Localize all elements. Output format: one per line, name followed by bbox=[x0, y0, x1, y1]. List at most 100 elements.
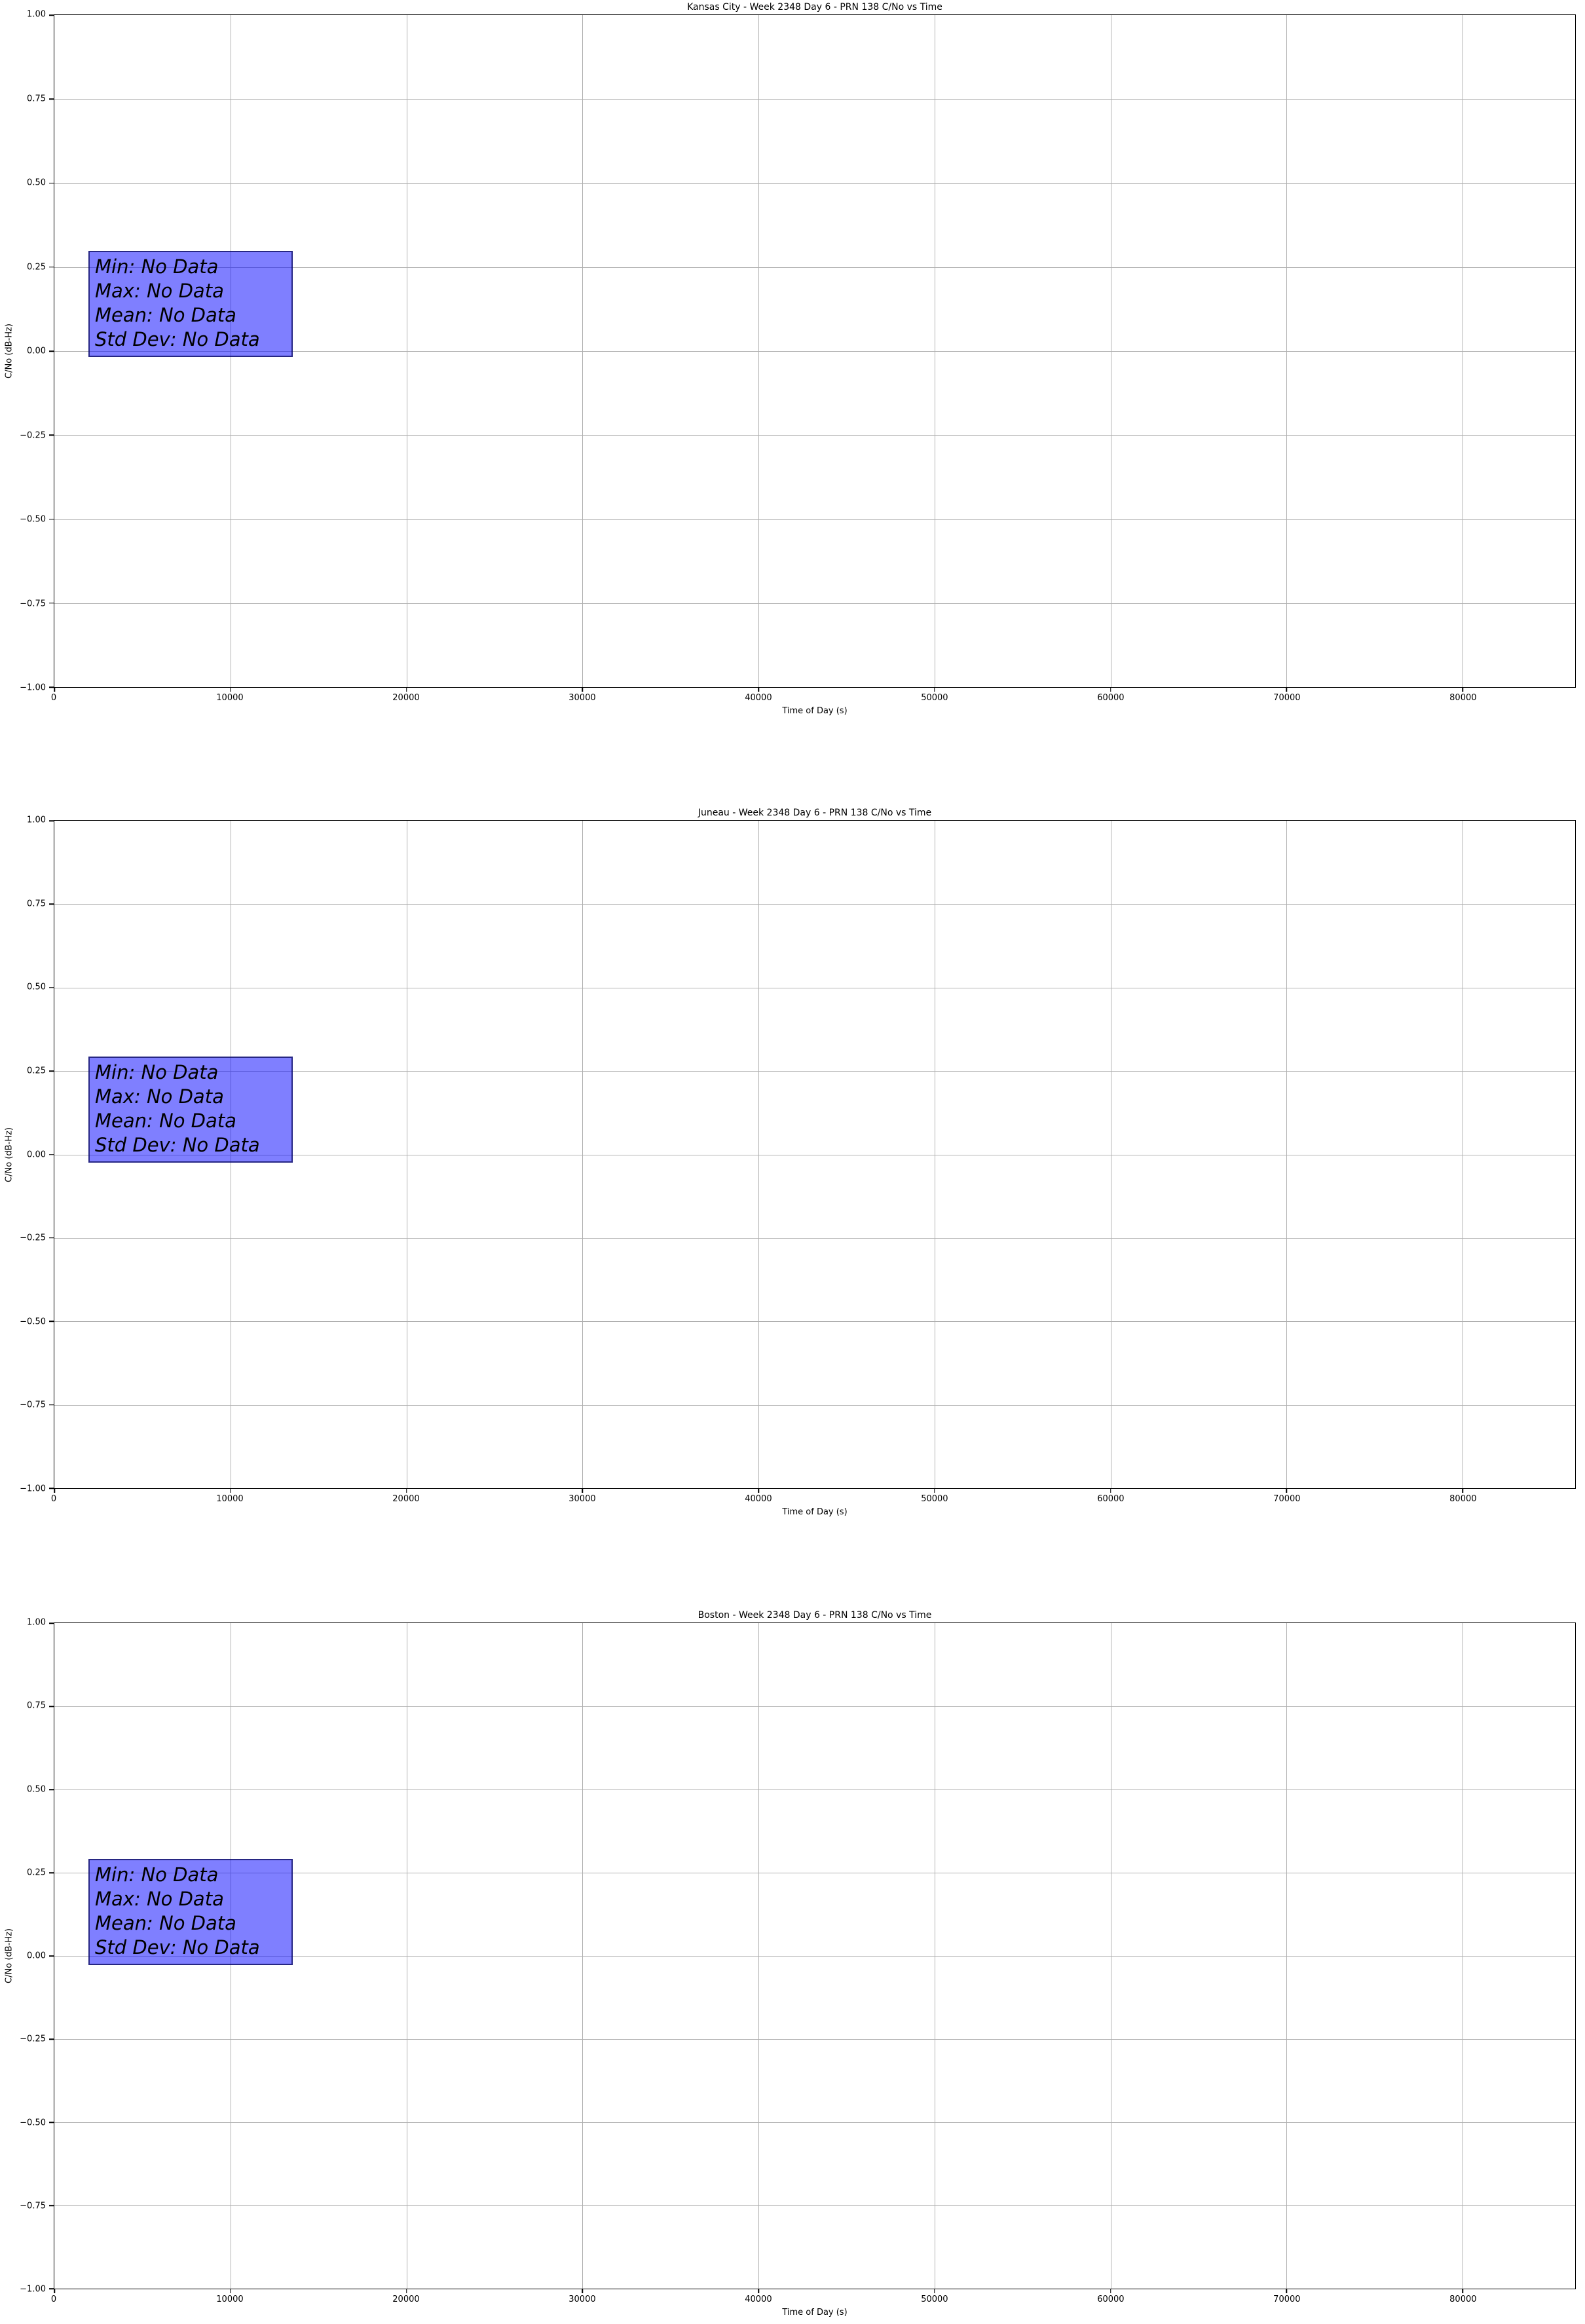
x-tick-label: 50000 bbox=[921, 1494, 948, 1504]
y-tick-label: 0.00 bbox=[27, 1951, 46, 1961]
y-tick-mark bbox=[48, 14, 54, 16]
y-tick-label: −0.50 bbox=[20, 514, 46, 525]
x-axis-tick-labels: 0 10000 20000 30000 40000 50000 60000 70000 8000… bbox=[50, 1494, 1576, 1506]
x-tick-mark bbox=[934, 2289, 935, 2293]
x-tick-label: 30000 bbox=[569, 2295, 596, 2304]
x-tick-label: 40000 bbox=[745, 693, 772, 703]
y-tick-mark bbox=[48, 182, 54, 184]
y-tick-mark bbox=[48, 603, 54, 604]
y-tick-mark bbox=[48, 1488, 54, 1489]
x-tick-mark bbox=[405, 2289, 407, 2293]
x-tick-mark bbox=[405, 1488, 407, 1493]
x-tick-mark bbox=[230, 2289, 231, 2293]
y-tick-mark bbox=[48, 267, 54, 268]
x-tick-mark bbox=[1286, 687, 1287, 692]
y-gridline bbox=[54, 1237, 1575, 1239]
y-gridline bbox=[54, 519, 1575, 520]
x-tick-mark bbox=[230, 1488, 231, 1493]
x-tick-label: 0 bbox=[50, 693, 57, 703]
y-tick-label: −0.25 bbox=[20, 2034, 46, 2044]
y-tick-label: 0.75 bbox=[27, 94, 46, 103]
y-tick-mark bbox=[48, 2122, 54, 2123]
x-gridline bbox=[1286, 1623, 1288, 2289]
annotation-line-mean: Mean: No Data bbox=[95, 304, 236, 326]
y-tick-mark bbox=[48, 2038, 54, 2040]
y-tick-mark bbox=[48, 1955, 54, 1957]
x-tick-mark bbox=[1110, 1488, 1111, 1493]
x-tick-mark bbox=[758, 1488, 759, 1493]
x-gridline bbox=[582, 821, 584, 1488]
x-tick-label: 70000 bbox=[1273, 2295, 1301, 2304]
y-tick-label: −0.75 bbox=[20, 599, 46, 609]
plot-area: Min: No Data Max: No Data Mean: No Data … bbox=[48, 14, 1576, 692]
y-tick-mark bbox=[48, 2288, 54, 2289]
x-tick-label: 20000 bbox=[392, 1494, 420, 1504]
x-tick-label: 0 bbox=[50, 1494, 57, 1504]
y-tick-label: 1.00 bbox=[27, 815, 46, 825]
x-gridline bbox=[758, 15, 759, 687]
x-tick-mark bbox=[230, 687, 231, 692]
x-gridline bbox=[582, 15, 584, 687]
x-tick-label: 30000 bbox=[569, 1494, 596, 1504]
y-tick-label: −0.50 bbox=[20, 1317, 46, 1327]
y-tick-label: 0.75 bbox=[27, 1700, 46, 1711]
plot-area: Min: No Data Max: No Data Mean: No Data … bbox=[48, 820, 1576, 1493]
x-tick-mark bbox=[1462, 2289, 1463, 2293]
x-tick-mark bbox=[1286, 1488, 1287, 1493]
y-tick-label: 0.25 bbox=[27, 1867, 46, 1878]
y-axis-label-wrap: C/No (dB-Hz) bbox=[0, 820, 20, 1489]
annotation-line-min: Min: No Data bbox=[95, 255, 219, 278]
x-tick-mark bbox=[1110, 2289, 1111, 2293]
y-tick-mark bbox=[48, 434, 54, 436]
x-tick-label: 70000 bbox=[1273, 693, 1301, 703]
annotation-line-mean: Mean: No Data bbox=[95, 1912, 236, 1934]
x-tick-label: 10000 bbox=[216, 693, 244, 703]
y-gridline bbox=[54, 435, 1575, 436]
x-tick-label: 40000 bbox=[745, 1494, 772, 1504]
x-tick-label: 50000 bbox=[921, 2295, 948, 2304]
x-tick-mark bbox=[1110, 687, 1111, 692]
y-gridline bbox=[54, 1071, 1575, 1072]
plot-area: Min: No Data Max: No Data Mean: No Data … bbox=[48, 1622, 1576, 2293]
y-tick-label: −0.25 bbox=[20, 1233, 46, 1243]
y-axis-label-wrap: C/No (dB-Hz) bbox=[0, 1622, 20, 2289]
y-tick-label: 0.50 bbox=[27, 1784, 46, 1794]
annotation-line-max: Max: No Data bbox=[95, 1085, 224, 1108]
x-tick-label: 60000 bbox=[1097, 2295, 1125, 2304]
y-tick-label: −0.25 bbox=[20, 430, 46, 440]
y-gridline bbox=[54, 2122, 1575, 2123]
x-axis-label: Time of Day (s) bbox=[782, 2308, 848, 2317]
x-tick-label: 60000 bbox=[1097, 693, 1125, 703]
annotation-line-stddev: Std Dev: No Data bbox=[95, 1134, 260, 1156]
y-axis-label: C/No (dB-Hz) bbox=[4, 1928, 14, 1983]
x-tick-label: 30000 bbox=[569, 693, 596, 703]
chart-title: Kansas City - Week 2348 Day 6 - PRN 138 … bbox=[687, 2, 942, 12]
y-tick-mark bbox=[48, 686, 54, 688]
annotation-line-stddev: Std Dev: No Data bbox=[95, 328, 260, 350]
stats-annotation-box: Min: No Data Max: No Data Mean: No Data … bbox=[88, 251, 293, 357]
y-tick-mark bbox=[48, 987, 54, 988]
y-tick-mark bbox=[48, 518, 54, 520]
y-tick-mark bbox=[48, 1789, 54, 1790]
x-tick-label: 10000 bbox=[216, 2295, 244, 2304]
y-axis-tick-labels: 1.00 0.75 0.50 0.25 0.00 −0.25 −0.50 −0.75 −1.00 bbox=[0, 1618, 46, 2295]
x-gridline bbox=[758, 1623, 759, 2289]
y-tick-label: −1.00 bbox=[20, 683, 46, 693]
x-tick-label: 80000 bbox=[1449, 2295, 1477, 2304]
y-tick-label: 0.50 bbox=[27, 178, 46, 188]
x-tick-label: 70000 bbox=[1273, 1494, 1301, 1504]
y-gridline bbox=[54, 351, 1575, 352]
x-tick-mark bbox=[934, 1488, 935, 1493]
annotation-line-min: Min: No Data bbox=[95, 1061, 219, 1083]
y-tick-label: −0.75 bbox=[20, 1400, 46, 1410]
x-tick-mark bbox=[582, 687, 583, 692]
annotation-line-stddev: Std Dev: No Data bbox=[95, 1936, 260, 1959]
y-gridline bbox=[54, 1706, 1575, 1707]
y-tick-mark bbox=[48, 1872, 54, 1873]
x-tick-mark bbox=[1286, 2289, 1287, 2293]
x-axis-tick-labels: 0 10000 20000 30000 40000 50000 60000 70000 8000… bbox=[50, 693, 1576, 705]
y-tick-mark bbox=[48, 2205, 54, 2206]
y-tick-label: 0.50 bbox=[27, 982, 46, 992]
y-gridline bbox=[54, 1404, 1575, 1406]
y-gridline bbox=[54, 183, 1575, 184]
